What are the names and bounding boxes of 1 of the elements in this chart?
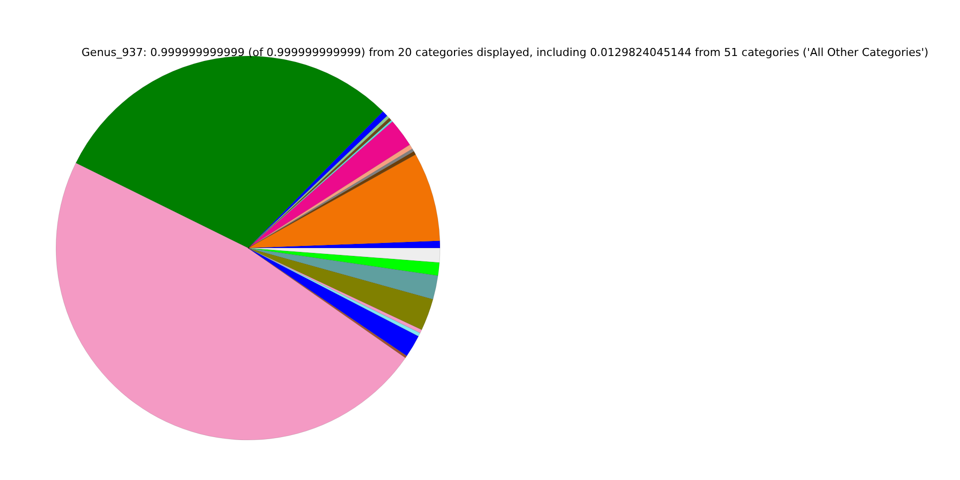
text: Genus_937: 0.999999999999 (of 0.999999999999) from 20 categories displayed, including 0.0129824045144 from 51 categories ('All Other Categories') <box>82 46 928 59</box>
